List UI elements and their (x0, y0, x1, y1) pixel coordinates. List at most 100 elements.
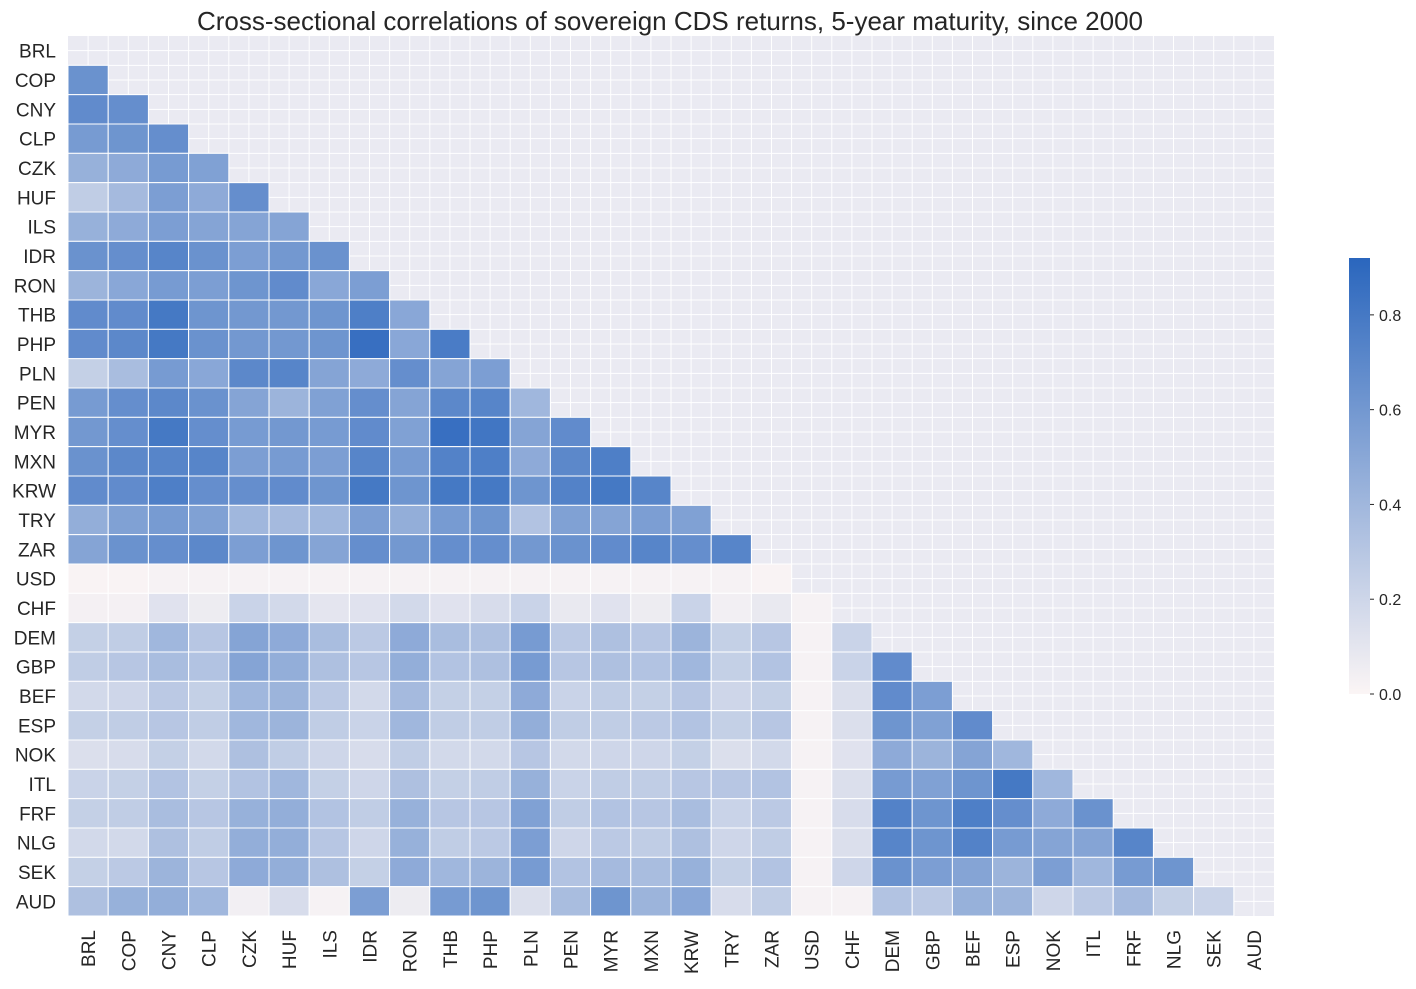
heatmap-cell-BEF-ZAR (750, 680, 793, 712)
heatmap-cell-NOK-ZAR (750, 739, 793, 770)
heatmap-cell-ITL-RON (389, 768, 431, 800)
heatmap-cell-PLN-CLP (188, 358, 230, 389)
heatmap-cell-MXN-ILS (308, 446, 350, 477)
col-label-CNY: CNY (160, 930, 181, 970)
heatmap-cell-SEK-COP (107, 856, 149, 888)
heatmap-cell-NOK-BEF (951, 739, 994, 770)
heatmap-cell-ILS-CZK (228, 211, 270, 242)
heatmap-cell-AUD-USD (791, 886, 833, 917)
heatmap-cell-KRW-COP (107, 475, 149, 506)
heatmap-cell-NOK-ESP (992, 739, 1034, 770)
heatmap-cell-SEK-CHF (831, 856, 873, 888)
heatmap-cell-FRF-GBP (911, 798, 953, 829)
heatmap-cell-KRW-THB (429, 475, 471, 506)
heatmap-cell-NLG-DEM (871, 827, 913, 858)
heatmap-cell-MXN-THB (429, 446, 471, 477)
heatmap-cell-SEK-ESP (992, 856, 1034, 888)
heatmap-cell-SEK-RON (389, 856, 431, 888)
heatmap-cell-TRY-THB (429, 504, 471, 536)
heatmap-cell-USD-THB (429, 563, 471, 594)
heatmap-cell-RON-CLP (188, 270, 230, 301)
heatmap-cell-ITL-DEM (871, 768, 913, 800)
heatmap-cell-BEF-CZK (228, 680, 270, 712)
heatmap-cell-DEM-CNY (147, 622, 190, 653)
heatmap-cell-FRF-RON (389, 798, 431, 829)
row-label-TRY: TRY (18, 511, 56, 532)
heatmap-cell-ZAR-TRY (710, 534, 752, 565)
heatmap-cell-ITL-IDR (348, 768, 391, 800)
heatmap-cell-ITL-USD (791, 768, 833, 800)
col-label-SEK: SEK (1205, 930, 1226, 968)
col-label-DEM: DEM (883, 930, 904, 972)
col-label-ESP: ESP (1004, 930, 1025, 968)
heatmap-cell-PEN-RON (389, 387, 431, 418)
heatmap-cell-BEF-TRY (710, 680, 752, 712)
heatmap-cell-KRW-BRL (67, 475, 109, 506)
heatmap-cell-MXN-PLN (509, 446, 551, 477)
heatmap-cell-BEF-COP (107, 680, 149, 712)
heatmap-cell-THB-CZK (228, 299, 270, 330)
heatmap-cell-THB-COP (107, 299, 149, 330)
heatmap-cell-FRF-USD (791, 798, 833, 829)
heatmap-cell-COP-BRL (67, 64, 109, 96)
heatmap-cell-MXN-PEN (549, 446, 592, 477)
heatmap-cell-RON-BRL (67, 270, 109, 301)
heatmap-cell-FRF-PHP (469, 798, 511, 829)
heatmap-cell-ITL-MYR (590, 768, 632, 800)
col-label-IDR: IDR (361, 930, 382, 963)
heatmap-cell-CHF-ILS (308, 592, 350, 624)
heatmap-cell-USD-TRY (710, 563, 752, 594)
plot-area (67, 36, 1274, 917)
heatmap-cell-FRF-PLN (509, 798, 551, 829)
heatmap-cell-MXN-RON (389, 446, 431, 477)
heatmap-cell-FRF-MXN (630, 798, 672, 829)
heatmap-cell-DEM-CHF (831, 622, 873, 653)
heatmap-cell-SEK-ITL (1072, 856, 1114, 888)
row-label-PEN: PEN (17, 394, 56, 415)
heatmap-cell-NLG-THB (429, 827, 471, 858)
heatmap-cell-GBP-HUF (268, 651, 310, 682)
heatmap-cell-MYR-HUF (268, 416, 310, 448)
heatmap-cell-NOK-KRW (670, 739, 712, 770)
heatmap-cell-ESP-PLN (509, 710, 551, 741)
heatmap-cell-KRW-HUF (268, 475, 310, 506)
heatmap-cell-NLG-PLN (509, 827, 551, 858)
heatmap-cell-DEM-USD (791, 622, 833, 653)
heatmap-cell-NOK-GBP (911, 739, 953, 770)
heatmap-cell-BEF-RON (389, 680, 431, 712)
chart-title: Cross-sectional correlations of sovereig… (197, 6, 1143, 36)
heatmap-cell-ESP-MXN (630, 710, 672, 741)
row-label-ZAR: ZAR (18, 540, 56, 561)
heatmap-cell-AUD-ZAR (750, 886, 793, 917)
heatmap-cell-NLG-USD (791, 827, 833, 858)
heatmap-cell-GBP-KRW (670, 651, 712, 682)
heatmap-cell-ZAR-PEN (549, 534, 592, 565)
heatmap-cell-TRY-PEN (549, 504, 592, 536)
heatmap-cell-KRW-IDR (348, 475, 391, 506)
heatmap-cell-NOK-MXN (630, 739, 672, 770)
col-labels: BRL COP CNY CLP CZK HUF ILS IDR RON THB PHP PLN PEN M… (79, 930, 1266, 974)
heatmap-cell-NLG-COP (107, 827, 149, 858)
heatmap-cell-PHP-BRL (67, 328, 109, 360)
heatmap-cell-RON-CNY (147, 270, 190, 301)
heatmap-cell-ESP-GBP (911, 710, 953, 741)
col-label-ITL: ITL (1084, 930, 1105, 957)
heatmap-cell-NLG-ESP (992, 827, 1034, 858)
heatmap-cell-ZAR-CZK (228, 534, 270, 565)
col-label-HUF: HUF (280, 930, 301, 969)
heatmap-cell-NLG-NOK (1032, 827, 1074, 858)
heatmap-cell-CHF-THB (429, 592, 471, 624)
heatmap-cell-GBP-DEM (871, 651, 913, 682)
heatmap-cell-MXN-CZK (228, 446, 270, 477)
heatmap-cell-ITL-THB (429, 768, 471, 800)
heatmap-cell-PEN-CNY (147, 387, 190, 418)
heatmap-cell-AUD-MYR (590, 886, 632, 917)
heatmap-cell-ITL-ESP (992, 768, 1034, 800)
heatmap-cell-DEM-COP (107, 622, 149, 653)
heatmap-cell-KRW-MXN (630, 475, 672, 506)
row-label-KRW: KRW (12, 482, 56, 503)
heatmap-cell-ESP-HUF (268, 710, 310, 741)
heatmap-cell-FRF-ITL (1072, 798, 1114, 829)
heatmap-cell-HUF-CZK (228, 182, 270, 213)
heatmap-cell-CLP-COP (107, 123, 149, 154)
